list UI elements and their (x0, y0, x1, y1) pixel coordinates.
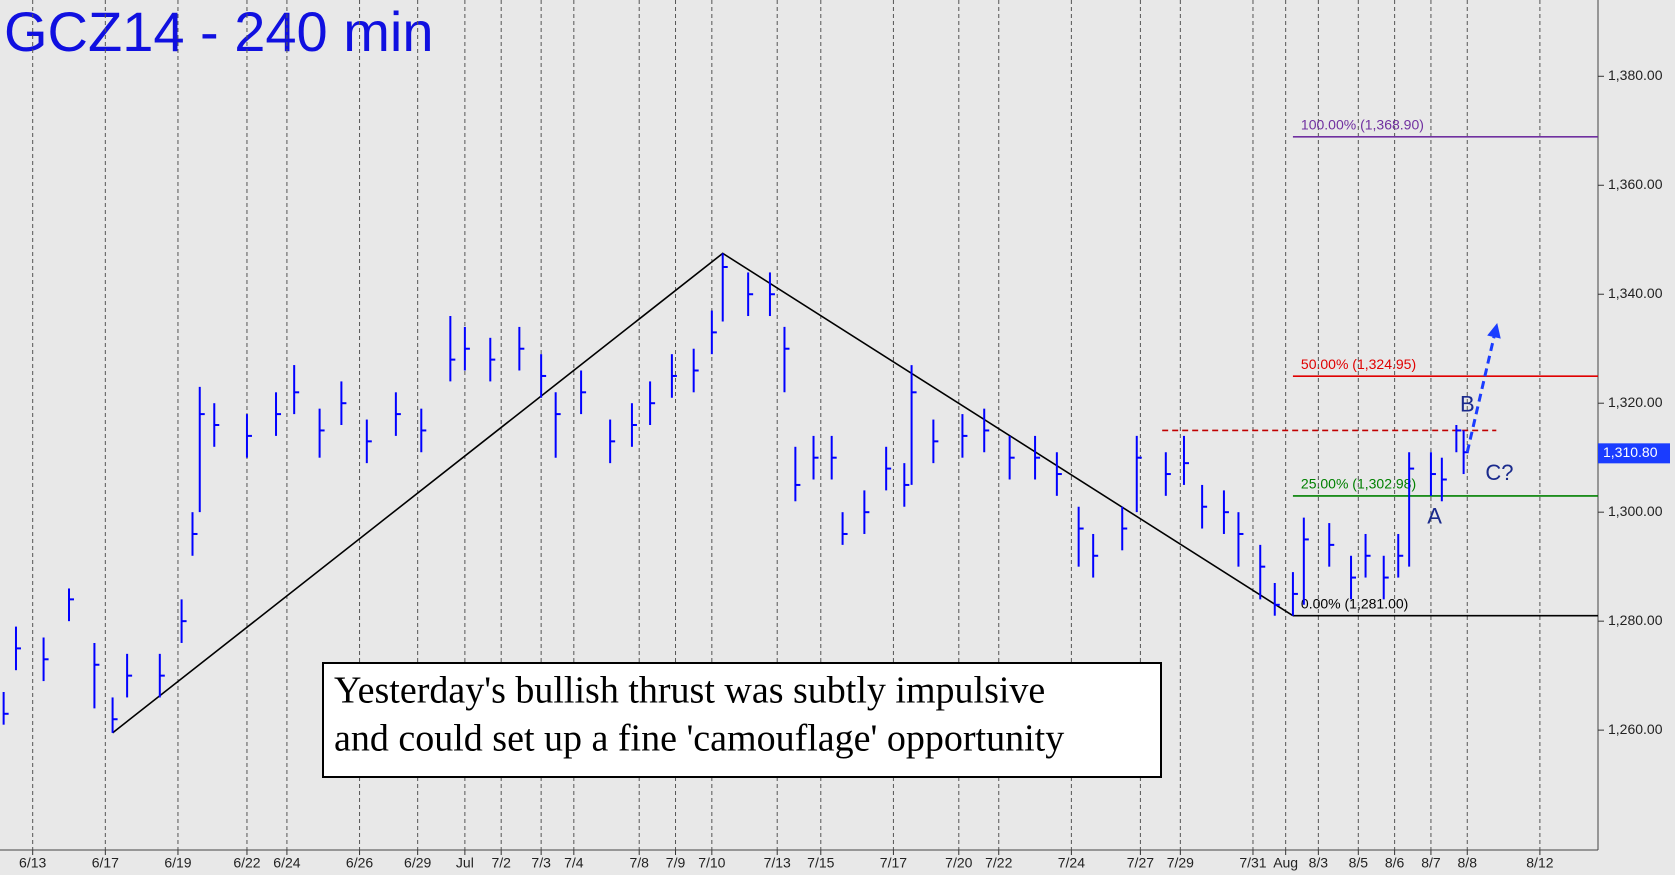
x-tick-label: 7/27 (1127, 855, 1154, 871)
wave-label: C? (1485, 460, 1513, 485)
wave-label: A (1427, 503, 1442, 528)
fib-label: 0.00% (1,281.00) (1301, 595, 1408, 611)
x-tick-label: Jul (456, 855, 474, 871)
x-tick-label: 8/6 (1385, 855, 1405, 871)
x-tick-label: 8/7 (1421, 855, 1441, 871)
x-tick-label: 7/15 (807, 855, 834, 871)
x-tick-label: 7/4 (564, 855, 584, 871)
x-tick-label: 6/29 (404, 855, 431, 871)
x-tick-label: 8/3 (1309, 855, 1329, 871)
x-tick-label: 6/24 (273, 855, 300, 871)
x-tick-label: 7/24 (1058, 855, 1085, 871)
x-tick-label: 7/13 (764, 855, 791, 871)
x-tick-label: 7/9 (666, 855, 686, 871)
x-tick-label: 8/5 (1349, 855, 1369, 871)
x-tick-label: 6/26 (346, 855, 373, 871)
chart-title: GCZ14 - 240 min (4, 0, 434, 63)
x-tick-label: 7/17 (880, 855, 907, 871)
fib-label: 25.00% (1,302.98) (1301, 476, 1416, 492)
text-box-line: and could set up a fine 'camouflage' opp… (334, 718, 1064, 760)
text-box (322, 662, 1162, 778)
x-tick-label: 8/8 (1458, 855, 1478, 871)
fib-label: 100.00% (1,368.90) (1301, 116, 1424, 132)
x-tick-label: 7/20 (945, 855, 972, 871)
wave-label: B (1460, 392, 1475, 417)
y-tick-label: 1,300.00 (1608, 503, 1663, 519)
x-tick-label: Aug (1273, 855, 1298, 871)
y-tick-label: 1,360.00 (1608, 176, 1663, 192)
x-tick-label: 6/22 (233, 855, 260, 871)
x-tick-label: 8/12 (1526, 855, 1553, 871)
y-tick-label: 1,380.00 (1608, 67, 1663, 83)
x-tick-label: 6/19 (164, 855, 191, 871)
projection-arrow (1465, 326, 1498, 453)
arrow-head (1487, 323, 1501, 339)
y-tick-label: 1,280.00 (1608, 612, 1663, 628)
x-tick-label: 7/2 (491, 855, 511, 871)
x-tick-label: 7/8 (629, 855, 649, 871)
price-tag (1598, 443, 1670, 464)
x-tick-label: 6/13 (19, 855, 46, 871)
x-tick-label: 7/31 (1239, 855, 1266, 871)
x-tick-label: 7/22 (985, 855, 1012, 871)
x-tick-label: 7/10 (698, 855, 725, 871)
y-tick-label: 1,260.00 (1608, 721, 1663, 737)
y-tick-label: 1,340.00 (1608, 285, 1663, 301)
fib-label: 50.00% (1,324.95) (1301, 356, 1416, 372)
x-tick-label: 6/17 (92, 855, 119, 871)
text-box-line: Yesterday's bullish thrust was subtly im… (334, 670, 1045, 712)
x-tick-label: 7/3 (531, 855, 551, 871)
x-tick-label: 7/29 (1167, 855, 1194, 871)
price-tag-label: 1,310.80 (1603, 444, 1658, 460)
y-tick-label: 1,320.00 (1608, 394, 1663, 410)
